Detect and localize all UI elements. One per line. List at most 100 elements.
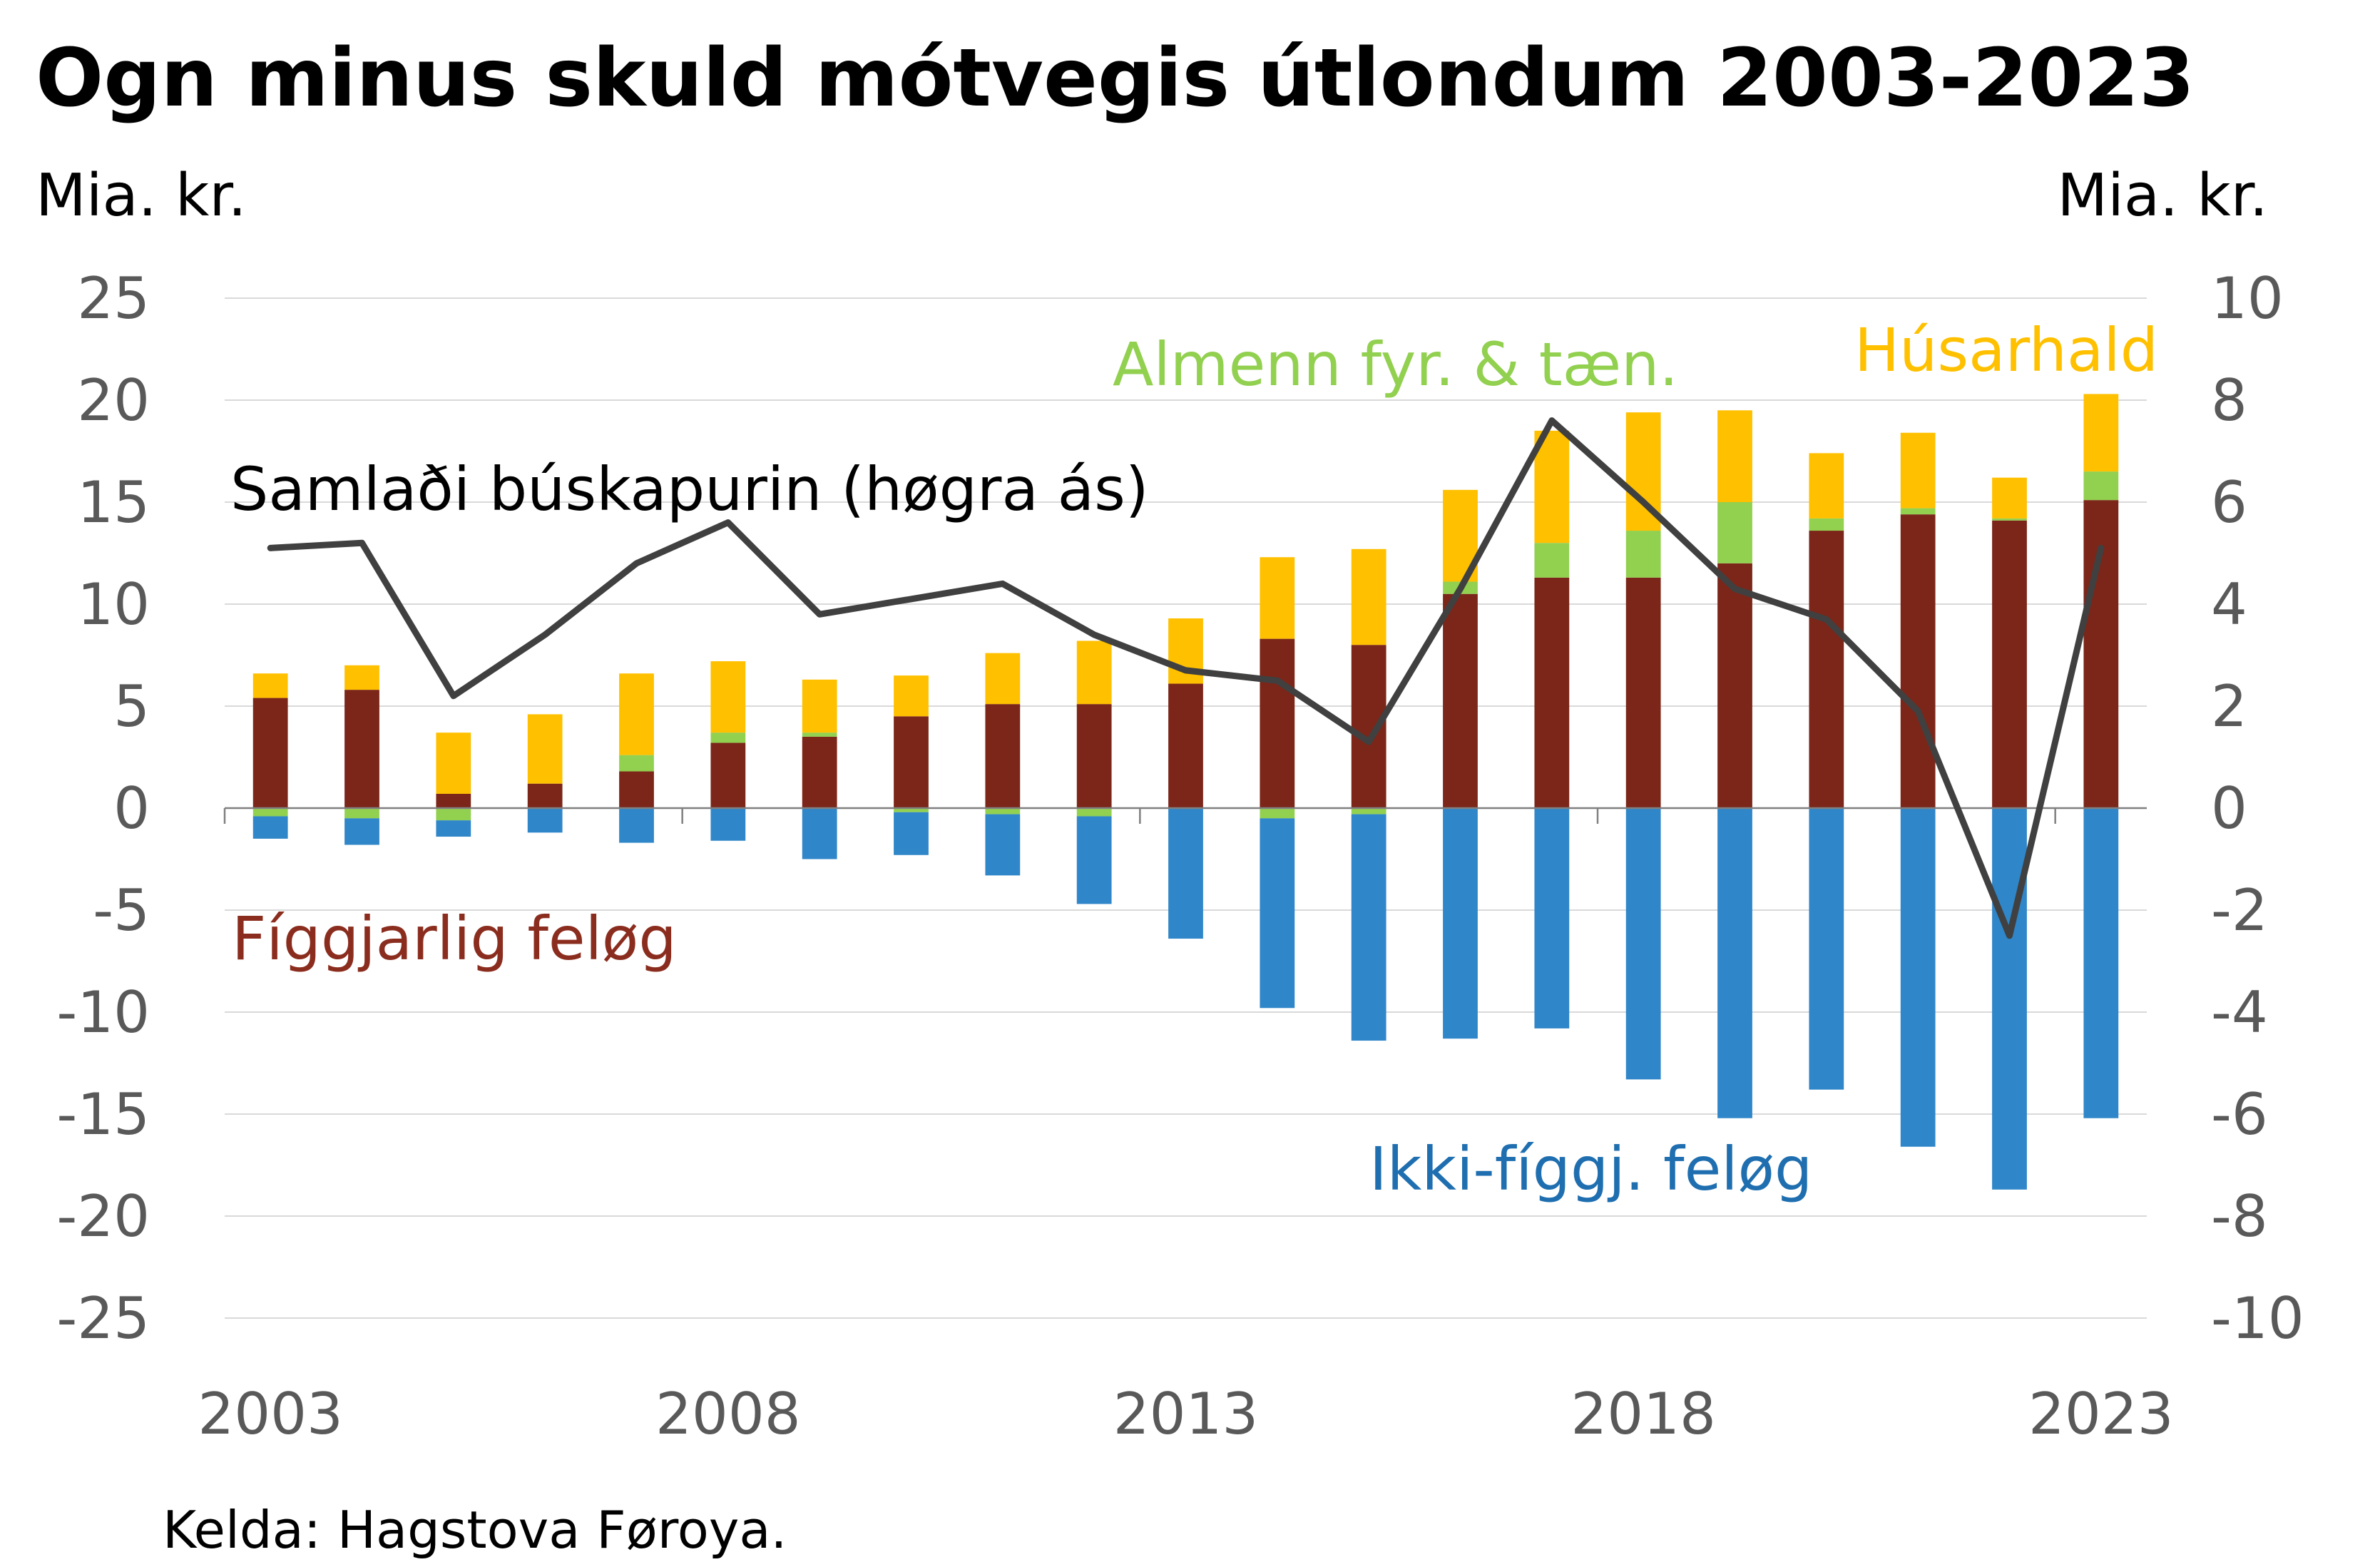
bar — [252, 673, 288, 698]
source-note: Kelda: Hagstova Føroya. — [163, 1500, 787, 1560]
bar — [436, 793, 471, 808]
bar — [1625, 531, 1661, 578]
axes: 2520151050-5-10-15-20-251086420-2-4-6-8-… — [56, 265, 2304, 1447]
x-tick-label: 2018 — [1571, 1381, 1716, 1447]
y-tick-label-left: -20 — [56, 1183, 150, 1250]
bar — [1351, 808, 1386, 815]
bar — [527, 714, 563, 784]
bar — [619, 755, 654, 772]
bar — [985, 653, 1021, 705]
bar — [619, 808, 654, 843]
y-tick-label-left: 10 — [77, 571, 150, 638]
bar — [802, 732, 837, 737]
label-samladi: Samlaði búskapurin (høgra ás) — [230, 454, 1149, 524]
bar — [985, 808, 1021, 815]
bar — [2083, 471, 2119, 501]
y-tick-label-left: 15 — [77, 469, 150, 536]
label-husarhald: Húsarhald — [1854, 315, 2158, 385]
y-tick-label-left: 20 — [77, 367, 150, 434]
bar — [1900, 808, 1936, 1147]
right-axis-unit: Mia. kr. — [2057, 162, 2268, 230]
bar — [985, 704, 1021, 808]
bar — [1809, 453, 1844, 519]
bar — [1168, 683, 1203, 808]
bar — [1443, 808, 1478, 1039]
y-tick-label-right: 6 — [2211, 469, 2247, 536]
y-tick-label-left: 5 — [113, 673, 150, 740]
y-tick-label-left: -25 — [56, 1285, 150, 1352]
line-series — [267, 417, 2105, 939]
bar — [894, 812, 929, 855]
bar — [1717, 563, 1752, 808]
bar — [802, 808, 837, 859]
bar — [252, 698, 288, 808]
bar — [1534, 430, 1570, 543]
bar — [1260, 818, 1295, 1009]
y-tick-label-left: -15 — [56, 1081, 150, 1148]
label-almenn: Almenn fyr. & tæn. — [1113, 330, 1678, 399]
bar — [619, 771, 654, 808]
y-tick-label-right: 4 — [2211, 571, 2247, 638]
bar — [1900, 508, 1936, 515]
bar — [619, 673, 654, 755]
bar — [1717, 502, 1752, 563]
bar — [344, 818, 379, 845]
bar — [1260, 808, 1295, 819]
bar — [710, 808, 746, 841]
bar — [1625, 577, 1661, 808]
bar — [1534, 577, 1570, 808]
bar — [252, 816, 288, 839]
bar — [1351, 548, 1386, 645]
x-tick-label: 2008 — [655, 1381, 801, 1447]
chart-title: Ogn minus skuld mótvegis útlondum 2003-2… — [36, 32, 2195, 125]
bar — [1076, 704, 1112, 808]
bar — [436, 820, 471, 837]
bar — [436, 808, 471, 821]
bar — [1076, 640, 1112, 705]
bar — [894, 716, 929, 808]
y-tick-label-right: -8 — [2211, 1183, 2268, 1250]
y-tick-label-right: 2 — [2211, 673, 2247, 740]
bar — [1992, 477, 2027, 519]
bar — [710, 732, 746, 743]
y-tick-label-left: -5 — [93, 877, 150, 944]
bar — [894, 808, 929, 812]
y-tick-label-right: -2 — [2211, 877, 2268, 944]
bar — [1351, 814, 1386, 1041]
bar — [1076, 816, 1112, 904]
x-tick-label: 2003 — [198, 1381, 343, 1447]
bar — [1992, 520, 2027, 808]
bar — [252, 808, 288, 817]
y-tick-label-right: 10 — [2211, 265, 2284, 332]
bar — [1076, 808, 1112, 817]
bar — [802, 736, 837, 808]
bar — [1534, 543, 1570, 578]
bar — [1900, 432, 1936, 509]
label-figgjarlig: Fíggjarlig feløg — [232, 904, 677, 974]
bar — [1717, 808, 1752, 1118]
bar — [1992, 808, 2027, 1190]
bar — [527, 808, 563, 833]
bar — [1809, 531, 1844, 808]
bar — [344, 690, 379, 808]
y-tick-label-left: 0 — [113, 775, 150, 842]
y-tick-label-right: 0 — [2211, 775, 2247, 842]
bar — [2083, 808, 2119, 1118]
x-tick-label: 2023 — [2028, 1381, 2174, 1447]
y-tick-label-left: -10 — [56, 979, 150, 1046]
bar — [894, 675, 929, 717]
bar — [802, 679, 837, 733]
bar — [1625, 808, 1661, 1080]
bar — [2083, 394, 2119, 472]
bar — [1717, 410, 1752, 502]
bar — [1260, 638, 1295, 808]
bar — [344, 665, 379, 690]
bar — [710, 661, 746, 733]
label-ikki-figgj: Ikki-fíggj. feløg — [1369, 1134, 1812, 1204]
bar — [710, 742, 746, 808]
bar — [1809, 518, 1844, 531]
bar — [1443, 593, 1478, 808]
bar — [1260, 557, 1295, 639]
bar — [1809, 808, 1844, 1090]
